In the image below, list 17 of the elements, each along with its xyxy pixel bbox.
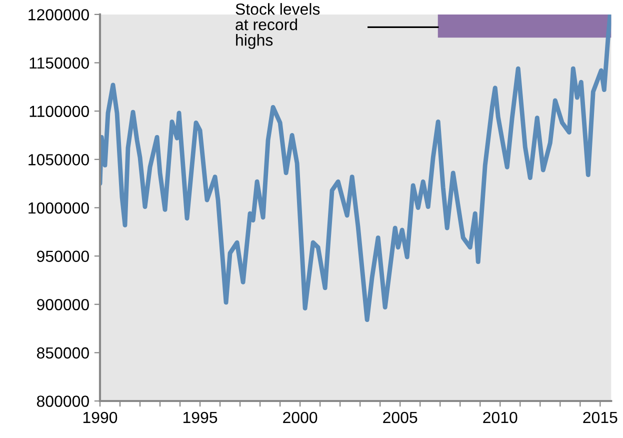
y-tick-label: 1050000 [28,154,89,166]
y-tick-label: 1150000 [30,57,89,69]
y-tick-label: 950000 [37,250,89,262]
x-tick-label: 2000 [283,412,318,424]
x-tick-label: 2010 [483,412,518,424]
x-tick-label: 2005 [383,412,418,424]
x-tick-label: 2015 [583,412,618,424]
y-tick-label: 800000 [36,396,89,407]
annotation: Stock levels at record highs [236,3,320,49]
line-series [100,14,612,322]
y-tick-label: 900000 [37,298,89,310]
y-tick-label: 1200000 [28,9,89,20]
x-tick-label: 1995 [183,412,218,424]
x-tick-label: 1990 [83,412,118,424]
y-tick-label: 1100000 [30,106,89,118]
y-tick-label: 850000 [36,347,89,359]
y-tick-label: 1000000 [28,202,89,214]
